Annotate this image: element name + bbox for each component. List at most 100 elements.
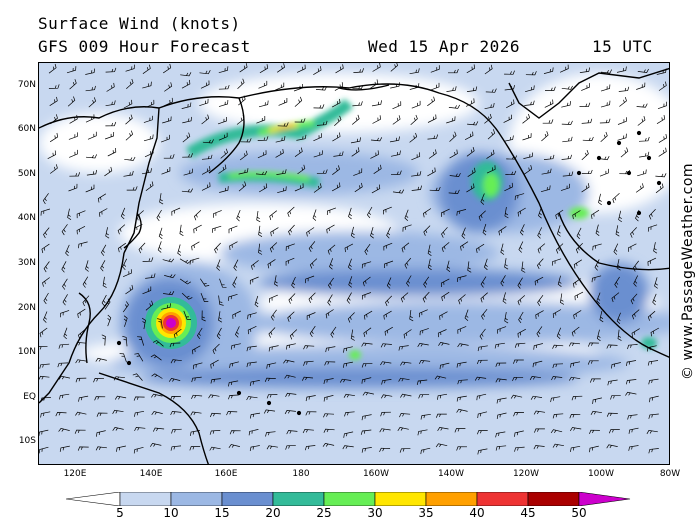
wind-barb <box>456 395 467 402</box>
wind-barb <box>63 327 68 340</box>
wind-barb <box>570 361 581 368</box>
wind-barb <box>347 258 352 271</box>
wind-barb <box>142 81 152 89</box>
scale-swatch <box>578 492 631 506</box>
wind-barb <box>74 429 86 434</box>
wind-barb <box>617 133 627 141</box>
wind-barb <box>258 183 268 193</box>
wind-barb <box>59 445 70 452</box>
wind-barb <box>351 147 360 157</box>
wind-barb <box>360 429 372 435</box>
scale-tick: 40 <box>469 506 485 520</box>
scale-tick: 30 <box>367 506 383 520</box>
wind-barb <box>326 224 335 234</box>
wind-barb <box>427 96 435 107</box>
wind-barb <box>364 243 371 255</box>
wind-barb <box>479 328 486 340</box>
wind-barb <box>575 242 583 254</box>
wind-barb <box>596 329 601 342</box>
wind-barb <box>199 98 209 107</box>
scale-tick: 10 <box>163 506 179 520</box>
wind-barb <box>562 171 574 177</box>
wind-barb <box>561 120 573 125</box>
wind-barb <box>464 131 474 141</box>
wind-barb <box>181 79 191 89</box>
lon-label: 100W <box>587 469 615 479</box>
wind-barb <box>390 170 402 176</box>
wind-barb <box>538 206 542 219</box>
wind-barb <box>218 164 227 174</box>
wind-barb <box>410 114 418 126</box>
wind-barb <box>163 291 175 296</box>
wind-barb <box>523 152 534 159</box>
wind-barb <box>541 131 549 142</box>
wind-barb <box>555 209 564 220</box>
wind-barb <box>390 63 399 72</box>
wind-barb <box>189 446 201 451</box>
wind-barb <box>514 193 525 201</box>
wind-barb <box>397 427 409 431</box>
wind-barb <box>133 396 145 401</box>
wind-barb <box>312 209 317 221</box>
wind-barb <box>41 243 50 254</box>
wind-barb <box>373 164 382 174</box>
wind-barb <box>652 293 657 306</box>
wind-barb <box>151 411 163 416</box>
wind-barb <box>537 243 546 254</box>
wind-barb <box>457 326 467 334</box>
wind-barb <box>157 241 162 253</box>
wind-barb <box>39 446 49 454</box>
wind-barb <box>163 63 172 74</box>
wind-barb <box>409 310 414 322</box>
wind-barb <box>316 169 328 174</box>
wind-barb <box>589 378 601 383</box>
wind-barb <box>159 193 164 205</box>
scale-tick: 50 <box>571 506 587 520</box>
wind-barb <box>258 243 263 255</box>
wind-barb <box>333 151 344 157</box>
wind-barb <box>535 310 544 319</box>
wind-barb <box>323 413 335 418</box>
wind-barb <box>218 295 224 306</box>
wind-barb <box>496 412 507 419</box>
wind-barb <box>181 188 194 193</box>
wind-barb <box>254 295 259 308</box>
wind-barb <box>614 276 620 288</box>
scale-swatch <box>374 492 427 506</box>
wind-barb <box>170 411 182 416</box>
wind-barb <box>635 183 644 193</box>
wind-barb <box>389 136 400 143</box>
wind-barb <box>288 293 296 304</box>
lon-label: 160W <box>362 469 390 479</box>
wind-barb <box>438 342 450 346</box>
wind-barb <box>613 243 619 255</box>
wind-barb <box>122 335 128 347</box>
wind-barb <box>61 224 68 236</box>
lat-label: 20N <box>17 303 36 313</box>
wind-barb <box>423 225 431 236</box>
wind-barb <box>335 64 344 74</box>
scale-swatch <box>221 492 274 506</box>
wind-barb <box>625 379 637 385</box>
wind-barb <box>401 242 410 253</box>
wind-barb <box>648 413 659 419</box>
wind-barb <box>598 156 610 161</box>
scale-swatch <box>272 492 325 506</box>
wind-barb <box>162 258 175 263</box>
wind-barb <box>573 259 582 269</box>
wind-barb <box>125 114 133 125</box>
wind-barb <box>372 115 381 124</box>
wind-barb <box>383 206 392 215</box>
wind-barb <box>446 86 457 92</box>
wind-barb <box>192 345 201 355</box>
wind-barb <box>361 342 373 347</box>
wind-barb <box>474 376 487 381</box>
wind-barb <box>497 326 507 334</box>
wind-barb <box>504 70 515 75</box>
wind-barb <box>592 243 602 251</box>
wind-barb <box>158 227 163 240</box>
wind-barb <box>230 343 241 350</box>
wind-barb <box>218 99 229 107</box>
wind-barb <box>329 258 334 270</box>
wind-barb <box>381 379 392 385</box>
